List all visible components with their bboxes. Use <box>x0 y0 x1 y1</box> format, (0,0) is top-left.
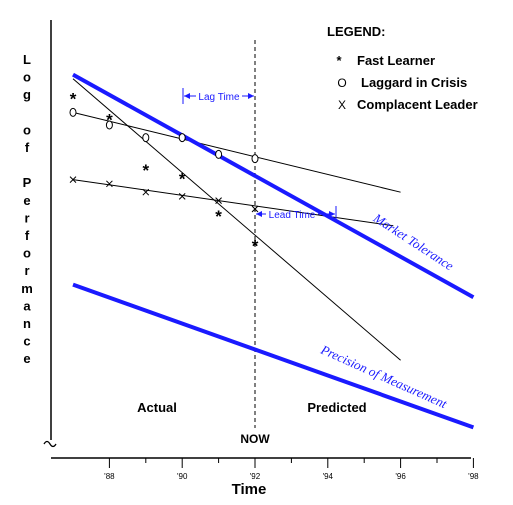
y-axis-label-letter: a <box>23 298 31 313</box>
legend-marker-laggard: O <box>337 76 346 90</box>
actual-label: Actual <box>137 400 177 415</box>
complacent-leader-point-stroke <box>178 193 186 200</box>
complacent-leader-point <box>142 188 150 196</box>
x-tick-label: '96 <box>395 472 406 481</box>
fast-learner-point: * <box>252 237 259 256</box>
lead-time-label: Lead Time <box>269 210 316 221</box>
laggard-point <box>69 107 77 117</box>
y-axis-label-letter: c <box>23 334 30 349</box>
y-axis-label-letter: P <box>23 175 32 190</box>
legend-title: LEGEND: <box>327 24 386 39</box>
lead-time-annotation: Lead Time <box>256 206 337 222</box>
y-axis-label-letter: f <box>25 228 30 243</box>
x-tick-label: '92 <box>250 472 261 481</box>
market-tolerance-line <box>72 72 475 299</box>
trend-line-2 <box>72 179 394 227</box>
complacent-leader-point-stroke <box>69 176 77 183</box>
complacent-leader-point <box>69 176 77 183</box>
y-axis-break <box>43 440 57 448</box>
legend-label-complacent: Complacent Leader <box>357 97 478 112</box>
precision-of-measurement-line <box>72 282 475 430</box>
y-axis-label-letter: o <box>23 246 31 261</box>
lag-time-label: Lag Time <box>198 92 240 103</box>
fast-learner-point: * <box>106 111 113 130</box>
laggard-point <box>215 149 223 159</box>
legend-label-laggard: Laggard in Crisis <box>361 75 467 90</box>
fast-learner-point: * <box>142 161 149 180</box>
x-tick-label: '88 <box>104 472 115 481</box>
x-tick-label: '98 <box>468 472 479 481</box>
trend-line-1 <box>72 111 401 193</box>
y-axis-label-letter: f <box>25 140 30 155</box>
x-tick-label: '94 <box>323 472 334 481</box>
laggard-point <box>178 133 186 143</box>
predicted-label: Predicted <box>307 400 366 415</box>
complacent-leader-point-stroke <box>251 205 259 213</box>
y-axis-label-letter: m <box>21 281 33 296</box>
y-axis-label-letter: e <box>23 351 30 366</box>
complacent-leader-point-stroke <box>142 188 150 196</box>
trend-lines <box>72 78 401 361</box>
now-label: NOW <box>240 432 270 446</box>
laggard-point <box>251 154 259 164</box>
y-axis-label-letter: e <box>23 193 30 208</box>
complacent-leader-point-stroke <box>215 197 222 204</box>
complacent-leader-point <box>106 180 113 188</box>
lag-time-annotation: Lag Time <box>182 88 254 104</box>
laggard-point <box>105 120 113 130</box>
x-ticks: '88 '90 '92 '94 '96 '98 <box>104 458 479 481</box>
y-axis-label-letter: o <box>23 122 31 137</box>
legend-marker-fast-learner: * <box>336 53 342 68</box>
y-axis-label-letter: n <box>23 316 31 331</box>
x-axis-label: Time <box>232 481 267 498</box>
y-axis-label-letter: o <box>23 70 31 85</box>
x-tick-label: '90 <box>177 472 188 481</box>
fast-learner-point: * <box>179 169 186 188</box>
legend: LEGEND: * Fast Learner O Laggard in Cris… <box>327 24 478 112</box>
legend-label-fast-learner: Fast Learner <box>357 53 435 68</box>
complacent-leader-point <box>178 193 186 200</box>
y-axis-label-letter: L <box>23 52 31 67</box>
complacent-leader-point <box>215 197 222 204</box>
y-axis-label-letter: r <box>24 210 29 225</box>
blue-lines <box>72 72 475 430</box>
data-markers: * * * * * * <box>69 90 259 256</box>
legend-marker-complacent: X <box>338 98 346 112</box>
complacent-leader-point-stroke <box>106 180 113 188</box>
fast-learner-point: * <box>215 207 222 226</box>
laggard-point <box>142 133 150 143</box>
y-axis-label-letter: g <box>23 87 31 102</box>
y-axis-label-letter: r <box>24 263 29 278</box>
fast-learner-point: * <box>70 90 77 109</box>
